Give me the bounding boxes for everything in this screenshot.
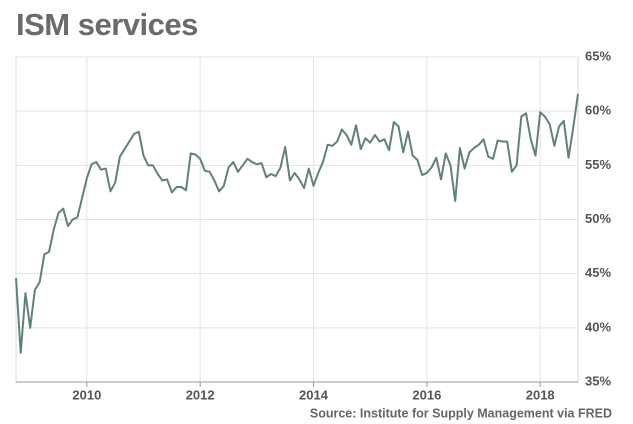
y-tick-label: 50% xyxy=(585,211,611,226)
y-tick-label: 60% xyxy=(585,103,611,118)
y-tick-label: 40% xyxy=(585,319,611,334)
source-note: Source: Institute for Supply Management … xyxy=(310,406,612,420)
y-tick-label: 45% xyxy=(585,265,611,280)
data-line xyxy=(15,93,579,354)
y-tick-label: 35% xyxy=(585,373,611,388)
x-tick-label: 2010 xyxy=(72,387,101,402)
x-tick-label: 2014 xyxy=(299,387,329,402)
x-tick-label: 2016 xyxy=(412,387,441,402)
x-tick-label: 2012 xyxy=(186,387,215,402)
chart-title: ISM services xyxy=(16,7,198,42)
y-tick-label: 55% xyxy=(585,157,611,172)
x-tick-label: 2018 xyxy=(526,387,555,402)
y-tick-label: 65% xyxy=(585,48,611,63)
